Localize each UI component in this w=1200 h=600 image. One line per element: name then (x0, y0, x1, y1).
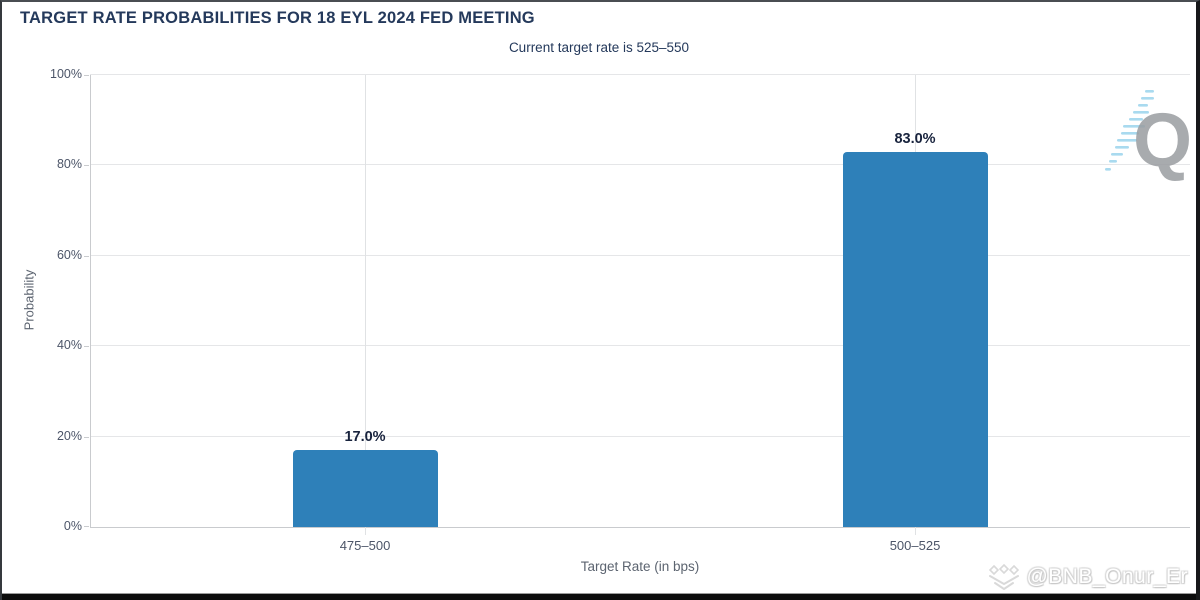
bar-value-label: 17.0% (344, 429, 386, 446)
q-logo-letter: Q (1133, 98, 1192, 183)
watermark: @BNB_Onur_Er (987, 563, 1188, 591)
y-tick-label: 80% (56, 157, 82, 172)
gridline-horizontal (90, 254, 1190, 256)
bottom-divider (2, 593, 1196, 594)
y-tick-label: 20% (56, 428, 82, 443)
gridline-vertical (365, 75, 366, 535)
gridline-horizontal (90, 435, 1190, 437)
x-axis-title: Target Rate (in bps) (580, 559, 700, 574)
x-tick-label: 500–525 (889, 538, 941, 553)
y-axis-tick (84, 255, 89, 257)
gridline-horizontal (90, 527, 1190, 528)
diamond-emblem-icon (989, 563, 1020, 590)
y-axis-title: Probability (21, 269, 37, 331)
y-axis-tick (84, 436, 89, 438)
y-axis-tick (84, 346, 89, 348)
y-tick-label: 40% (56, 338, 82, 353)
plot-area: 0% 20% 40% 60% 80% 100% 17.0% 475–500 83.0% 500–5… (50, 67, 1190, 553)
gridline-horizontal (90, 164, 1190, 166)
y-axis-tick (84, 526, 89, 527)
gridline-horizontal (90, 345, 1190, 347)
x-tick-label: 475–500 (339, 538, 391, 553)
watermark-handle: @BNB_Onur_Er (1026, 565, 1188, 588)
bottom-border-bar (2, 594, 1196, 600)
y-axis-tick (84, 75, 89, 76)
y-axis-tick (84, 165, 89, 167)
chart-title: TARGET RATE PROBABILITIES FOR 18 EYL 202… (20, 9, 535, 27)
y-tick-label: 100% (50, 67, 82, 81)
y-tick-label: 60% (56, 247, 82, 262)
chart-subtitle: Current target rate is 525–550 (508, 40, 690, 55)
q-logo-graphic: Q (1105, 90, 1192, 183)
bar (292, 450, 438, 527)
q-logo: Q (1105, 88, 1195, 184)
bar (842, 151, 988, 527)
gridline-horizontal (90, 74, 1190, 75)
bar-value-label: 83.0% (894, 130, 936, 147)
y-tick-label: 0% (63, 519, 82, 533)
y-axis-line (90, 75, 91, 527)
